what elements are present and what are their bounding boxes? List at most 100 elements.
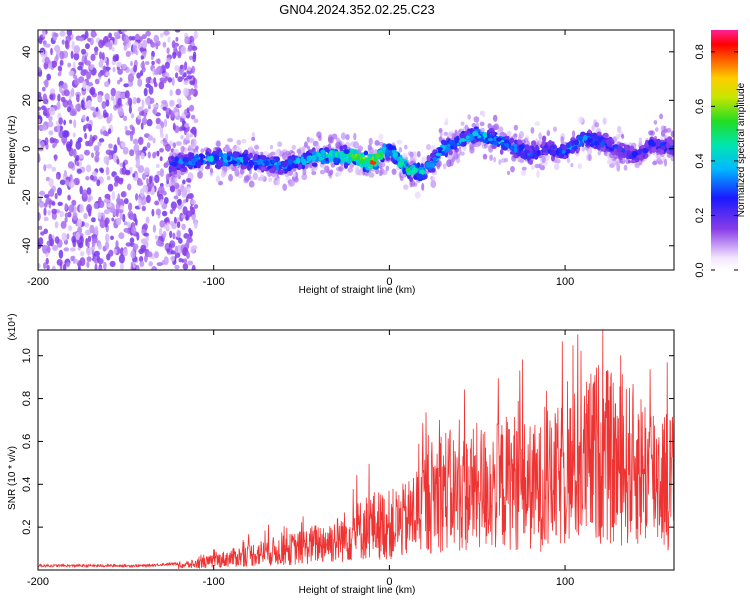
spectrogram-point	[108, 128, 112, 135]
spectrogram-point	[657, 148, 661, 153]
spectrogram-point	[174, 245, 178, 254]
spectrogram-point	[602, 117, 607, 125]
spectrogram-point	[145, 97, 151, 104]
spectrogram-point	[60, 220, 67, 229]
spectrogram-point	[186, 96, 192, 101]
spectrogram-point	[186, 251, 190, 259]
spectrogram-point	[577, 135, 583, 140]
spectrogram-point	[137, 106, 144, 113]
spectrogram-point	[358, 159, 365, 164]
spectrogram-point	[38, 66, 42, 73]
spectrogram-point	[85, 140, 90, 147]
spectrogram-point	[282, 183, 288, 191]
spectrogram-point	[197, 171, 203, 179]
spectrogram-point	[108, 32, 112, 39]
spectrogram-point	[113, 181, 119, 187]
spectrogram-point	[566, 157, 571, 163]
spectrogram-point	[150, 41, 156, 48]
spectrogram-point	[51, 166, 57, 172]
spectrogram-point	[77, 266, 81, 270]
spectrogram-point	[182, 263, 189, 270]
spectrogram-point	[98, 72, 102, 78]
spectrogram-point	[158, 227, 163, 237]
spectrogram-point	[62, 263, 67, 270]
spectrogram-point	[67, 161, 75, 169]
spectrogram-point	[403, 160, 408, 165]
y-tick-label: 0.6	[21, 434, 33, 449]
spectrogram-point	[304, 141, 308, 148]
spectrogram-point	[110, 95, 115, 101]
spectrogram-point	[73, 119, 77, 129]
spectrogram-point	[308, 137, 315, 144]
spectrogram-point	[190, 114, 196, 120]
spectrogram-point	[550, 144, 556, 149]
spectrogram-point	[340, 132, 346, 140]
spectrogram-point	[487, 133, 491, 139]
spectrogram-point	[191, 138, 197, 146]
spectrogram-point	[593, 141, 600, 146]
spectrogram-point	[528, 159, 534, 165]
spectrogram-point	[287, 158, 293, 165]
spectrogram-point	[566, 143, 571, 149]
spectrogram-point	[42, 93, 48, 101]
spectrogram-point	[123, 83, 129, 88]
spectrogram-point	[177, 152, 182, 160]
spectrogram-point	[68, 204, 75, 213]
spectrogram-point	[43, 216, 49, 222]
spectrogram-point	[144, 254, 148, 263]
spectrogram-point	[530, 126, 535, 134]
spectrogram-point	[616, 133, 620, 140]
spectrogram-point	[117, 97, 122, 106]
spectrogram-point	[62, 130, 69, 138]
spectrogram-point	[174, 252, 181, 258]
spectrogram-point	[71, 235, 77, 244]
spectrogram-point	[426, 144, 431, 150]
spectrogram-point	[183, 258, 188, 264]
spectrogram-point	[363, 150, 369, 156]
spectrogram-point	[140, 55, 144, 60]
spectrogram-point	[598, 136, 603, 143]
spectrogram-point	[80, 99, 85, 109]
spectrogram-point	[509, 145, 514, 151]
spectrogram-point	[73, 52, 80, 61]
spectrogram-point	[42, 40, 47, 45]
spectrogram-point	[499, 148, 504, 155]
spectrogram-point	[189, 104, 195, 112]
spectrogram-point	[275, 177, 281, 186]
spectrogram-point	[139, 188, 145, 198]
spectrogram-point	[183, 80, 189, 85]
spectrogram-point	[443, 131, 449, 136]
spectrogram-point	[65, 179, 70, 187]
spectrogram-point	[174, 182, 180, 190]
spectrogram-point	[51, 265, 56, 270]
spectrogram-point	[147, 151, 151, 159]
spectrogram-point	[651, 146, 657, 153]
spectrogram-point	[119, 111, 125, 116]
spectrogram-point	[145, 83, 151, 88]
spectrogram-point	[364, 160, 370, 168]
spectrogram-point	[648, 130, 654, 136]
spectrogram-point	[118, 254, 125, 264]
spectrogram-point	[61, 232, 67, 242]
spectrogram-point	[43, 202, 48, 208]
spectrogram-point	[67, 194, 71, 201]
spectrogram-point	[534, 121, 541, 126]
spectrogram-point	[129, 149, 135, 157]
spectrogram-point	[102, 130, 108, 137]
spectrogram-point	[49, 94, 54, 100]
spectrogram-point	[113, 31, 120, 37]
spectrogram-point	[253, 161, 258, 166]
spectrogram-point	[115, 209, 119, 218]
spectrogram-point	[531, 165, 535, 170]
spectrogram-point	[138, 199, 142, 209]
spectrogram-point	[49, 188, 55, 197]
spectrogram-point	[190, 245, 196, 254]
spectrogram-point	[86, 116, 90, 122]
spectrogram-point	[170, 255, 176, 262]
spectrogram-point	[105, 166, 110, 176]
spectrogram-point	[123, 115, 128, 122]
spectrogram-point	[154, 174, 160, 184]
spectrogram-point	[194, 84, 198, 90]
spectrogram-point	[145, 234, 149, 243]
spectrogram-point	[166, 47, 170, 54]
